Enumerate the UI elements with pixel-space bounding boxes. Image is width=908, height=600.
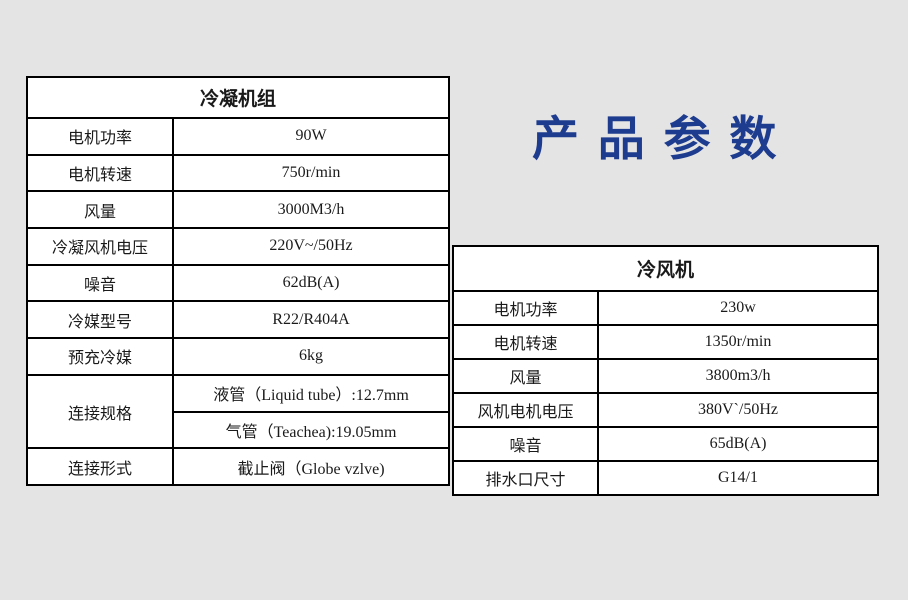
param-label: 电机功率 (26, 117, 174, 156)
table-row: 电机转速 750r/min (26, 153, 451, 193)
param-value: 液管（Liquid tube）:12.7mm (171, 373, 451, 413)
param-value: 62dB(A) (171, 263, 451, 303)
table-row: 风量 3800m3/h (452, 358, 880, 394)
table-row: 风机电机电压 380V`/50Hz (452, 392, 880, 428)
param-label: 风机电机电压 (452, 392, 599, 428)
condenser-table-title: 冷凝机组 (25, 76, 451, 119)
table-row: 噪音 62dB(A) (26, 263, 451, 303)
table-row: 排水口尺寸 G14/1 (452, 460, 880, 496)
table-row: 连接形式 截止阀（Globe vzlve) (26, 447, 451, 486)
param-label: 连接形式 (26, 447, 174, 486)
param-value: 气管（Teachea):19.05mm (171, 410, 451, 450)
param-value: 截止阀（Globe vzlve) (171, 447, 451, 486)
param-value: 3800m3/h (596, 358, 880, 394)
param-value: 90W (171, 117, 451, 156)
param-value: G14/1 (596, 460, 880, 496)
table-header-row: 冷风机 (451, 245, 880, 292)
table-row: 冷凝风机电压 220V~/50Hz (26, 227, 451, 266)
param-label: 噪音 (452, 426, 599, 462)
table-row: 冷媒型号 R22/R404A (26, 300, 451, 340)
param-value: 65dB(A) (596, 426, 880, 462)
table-header-row: 冷凝机组 (25, 76, 451, 119)
table-row: 噪音 65dB(A) (452, 426, 880, 462)
table-row: 电机功率 230w (452, 290, 880, 326)
condenser-unit-table: 冷凝机组 电机功率 90W 电机转速 750r/min 风量 3000M3/h 冷凝风机电压… (25, 76, 451, 486)
param-value: 3000M3/h (171, 190, 451, 230)
table-row: 预充冷媒 6kg (26, 337, 451, 376)
param-value: 6kg (171, 337, 451, 376)
param-label: 风量 (26, 190, 174, 230)
param-label: 电机转速 (452, 324, 599, 360)
param-label: 排水口尺寸 (452, 460, 599, 496)
param-label: 电机转速 (26, 153, 174, 193)
param-label: 预充冷媒 (26, 337, 174, 376)
param-label: 风量 (452, 358, 599, 394)
table-row: 气管（Teachea):19.05mm (27, 410, 451, 450)
param-value: R22/R404A (171, 300, 451, 340)
table-row: 电机转速 1350r/min (452, 324, 880, 360)
param-value: 750r/min (171, 153, 451, 193)
table-row: 电机功率 90W (26, 117, 451, 156)
param-value: 230w (596, 290, 880, 326)
table-row: 风量 3000M3/h (26, 190, 451, 230)
param-label: 电机功率 (452, 290, 599, 326)
param-label: 噪音 (26, 263, 174, 303)
table-row: 连接规格 液管（Liquid tube）:12.7mm (26, 373, 451, 450)
param-label: 连接规格 (26, 373, 174, 450)
air-cooler-table: 冷风机 电机功率 230w 电机转速 1350r/min 风量 3800m3/h 风机电机电… (451, 245, 880, 496)
param-label: 冷媒型号 (26, 300, 174, 340)
param-label: 冷凝风机电压 (26, 227, 174, 266)
cooler-table-title: 冷风机 (451, 245, 880, 292)
param-value: 220V~/50Hz (171, 227, 451, 266)
param-value: 1350r/min (596, 324, 880, 360)
page-title: 产品参数 (532, 114, 796, 166)
param-value: 380V`/50Hz (596, 392, 880, 428)
